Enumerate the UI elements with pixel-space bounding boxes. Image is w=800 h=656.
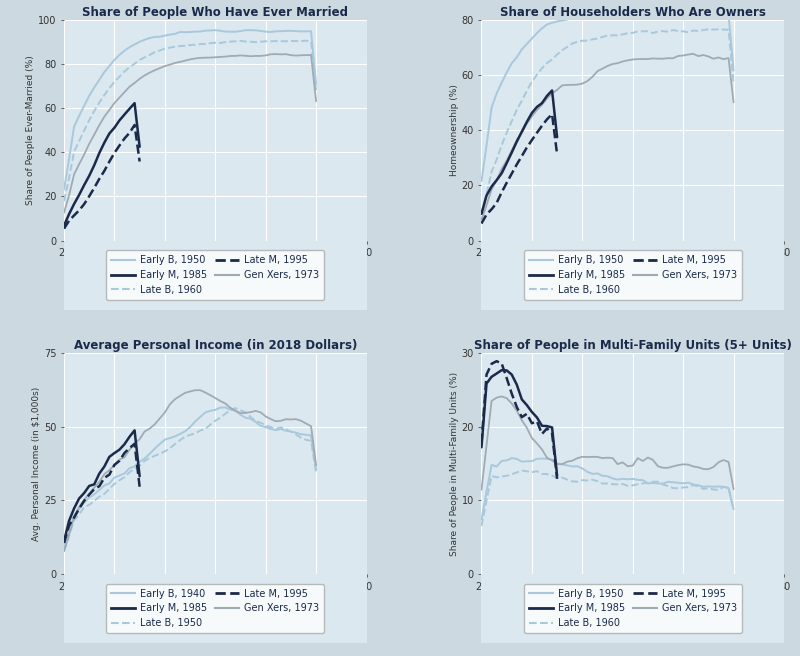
Title: Share of People Who Have Ever Married: Share of People Who Have Ever Married (82, 5, 348, 18)
Y-axis label: Share of People Ever-Married (%): Share of People Ever-Married (%) (26, 55, 35, 205)
Legend: Early B, 1950, Early M, 1985, Late B, 1960, Late M, 1995, Gen Xers, 1973: Early B, 1950, Early M, 1985, Late B, 19… (524, 584, 742, 633)
Legend: Early B, 1950, Early M, 1985, Late B, 1960, Late M, 1995, Gen Xers, 1973: Early B, 1950, Early M, 1985, Late B, 19… (524, 251, 742, 300)
X-axis label: Age: Age (205, 594, 226, 604)
Title: Average Personal Income (in 2018 Dollars): Average Personal Income (in 2018 Dollars… (74, 339, 357, 352)
Y-axis label: Homeownership (%): Homeownership (%) (450, 84, 458, 176)
Y-axis label: Avg. Personal Income (in $1,000s): Avg. Personal Income (in $1,000s) (32, 386, 41, 541)
Title: Share of People in Multi-Family Units (5+ Units): Share of People in Multi-Family Units (5… (474, 339, 792, 352)
X-axis label: Age: Age (622, 594, 643, 604)
Legend: Early B, 1950, Early M, 1985, Late B, 1960, Late M, 1995, Gen Xers, 1973: Early B, 1950, Early M, 1985, Late B, 19… (106, 251, 324, 300)
X-axis label: Age: Age (622, 261, 643, 271)
Legend: Early B, 1940, Early M, 1985, Late B, 1950, Late M, 1995, Gen Xers, 1973: Early B, 1940, Early M, 1985, Late B, 19… (106, 584, 324, 633)
Y-axis label: Share of People in Multi-Family Units (%): Share of People in Multi-Family Units (%… (450, 371, 458, 556)
Title: Share of Householders Who Are Owners: Share of Householders Who Are Owners (500, 5, 766, 18)
X-axis label: Age: Age (205, 261, 226, 271)
